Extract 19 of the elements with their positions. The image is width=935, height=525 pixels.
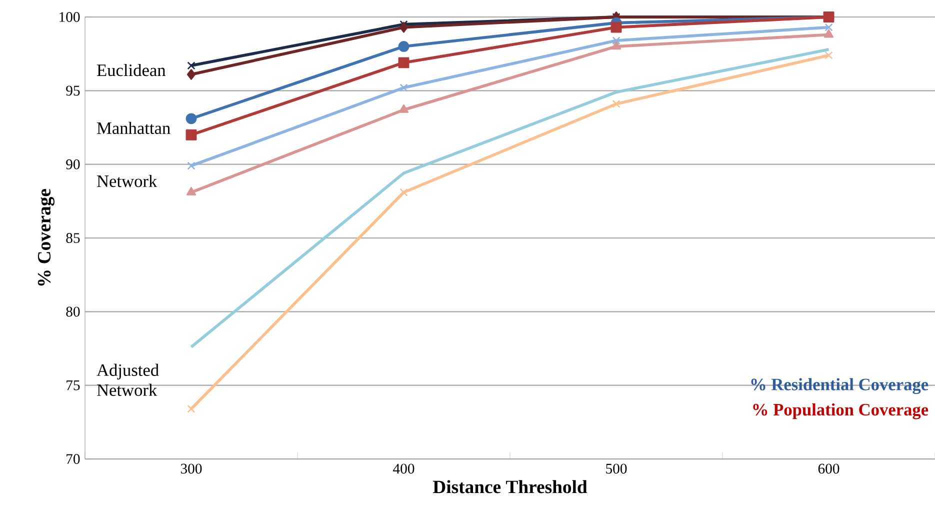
y-axis-title: % Coverage [38,189,54,286]
x-tick-label: 400 [393,464,414,474]
y-tick-label: 80 [66,306,80,317]
x-tick-label: 300 [180,464,202,474]
y-tick-label: 95 [66,86,80,96]
annotation: % Residential Coverage [751,378,928,394]
x-tick-label: 600 [818,464,840,474]
y-tick-label: 100 [60,12,80,22]
y-tick-label: 85 [66,233,80,243]
y-tick-label: 70 [66,454,80,464]
annotation: % Population Coverage [753,403,928,420]
annotation: Manhattan [97,122,170,134]
x-tick-label: 500 [606,464,627,474]
x-axis-title: Distance Threshold [432,480,588,494]
y-tick-label: 75 [66,380,80,390]
y-tick-label: 90 [66,159,80,170]
annotation: Adjusted Network [96,364,159,396]
annotation: Euclidean [97,64,166,76]
annotation: Network [97,174,158,188]
